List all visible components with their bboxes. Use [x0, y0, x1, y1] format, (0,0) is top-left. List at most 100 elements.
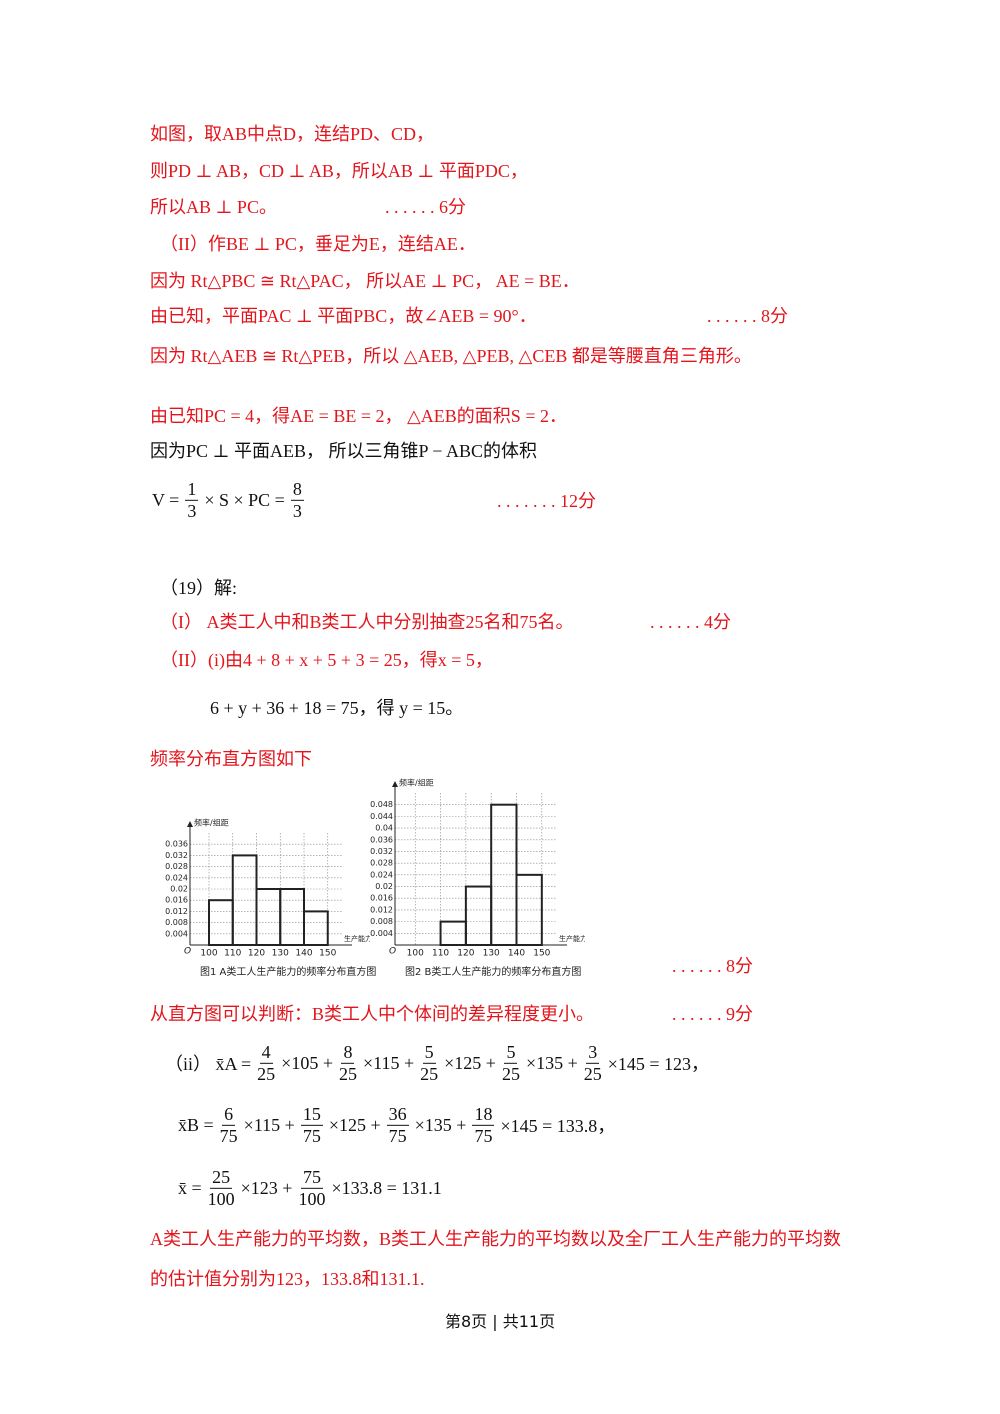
fraction: 4 25 — [257, 1042, 275, 1084]
y-tick-label: 0.008 — [370, 917, 393, 926]
fraction: 18 75 — [472, 1103, 495, 1146]
histogram: 0.004 0.008 0.012 0.016 0.02 0.024 0.028 0.032 0… — [370, 778, 585, 959]
y-tick-label: 0.032 — [370, 847, 393, 856]
x-tick-label: 130 — [272, 949, 289, 959]
denominator: 25 — [338, 1063, 357, 1084]
numerator: 15 — [300, 1103, 323, 1126]
x-tick-label: 130 — [483, 949, 500, 959]
fraction: 6 75 — [220, 1104, 238, 1146]
denominator: 100 — [298, 1188, 326, 1209]
text-line: 因为 Rt△AEB ≅ Rt△PEB，所以 △AEB, △PEB, △CEB 都… — [150, 346, 752, 366]
y-tick-label: 0.024 — [370, 870, 393, 879]
numerator: 6 — [222, 1103, 236, 1126]
denominator: 75 — [388, 1125, 407, 1146]
score: . . . . . . 8分 — [672, 956, 753, 976]
denominator: 25 — [257, 1063, 276, 1084]
x-tick-label: 140 — [295, 949, 312, 959]
fraction: 15 75 — [300, 1103, 323, 1146]
y-tick-label: 0.024 — [165, 873, 188, 882]
numerator: 36 — [386, 1103, 409, 1126]
numerator: 5 — [422, 1041, 436, 1064]
text-line: （II）作BE ⊥ PC，垂足为E，连结AE． — [160, 234, 476, 254]
numerator: 18 — [472, 1103, 495, 1126]
x-tick-label: 150 — [319, 949, 336, 959]
score: . . . . . . . 12分 — [497, 491, 596, 511]
formula-text: ×145 = 123， — [607, 1054, 710, 1074]
x-axis-label: 生产能力 — [344, 934, 370, 943]
denominator: 75 — [219, 1125, 238, 1146]
denominator: 3 — [292, 500, 302, 521]
y-axis-label: 频率/组距 — [399, 778, 434, 788]
x-tick-label: 100 — [407, 949, 424, 959]
origin-label: O — [184, 947, 191, 957]
x-tick-label: 150 — [533, 949, 550, 959]
formula-text: ×115 + — [243, 1114, 295, 1135]
formula-text: ×135 + — [525, 1052, 578, 1073]
formula-text: ×135 + — [414, 1114, 467, 1135]
fraction: 3 25 — [584, 1042, 602, 1084]
numerator: 75 — [300, 1166, 323, 1189]
x-tick-label: 110 — [224, 949, 241, 959]
formula-text: x̄ = — [178, 1177, 202, 1198]
fraction: 36 75 — [386, 1103, 409, 1146]
bar — [279, 888, 305, 946]
text-line: （I） A类工人中和B类工人中分别抽查25名和75名。 — [160, 612, 574, 632]
numerator: 3 — [586, 1041, 600, 1064]
origin-label: O — [389, 947, 396, 957]
y-axis-label: 频率/组距 — [194, 818, 229, 828]
text-line: V = 1 3 × S × PC = 8 3 — [152, 479, 306, 521]
page-footer: 第8页 | 共11页 — [445, 1312, 556, 1331]
text-line: 由已知，平面PAC ⊥ 平面PBC，故∠AEB = 90°． — [150, 306, 537, 326]
axis-arrow — [187, 821, 193, 827]
figure-caption: 图2 B类工人生产能力的频率分布直方图 — [405, 967, 582, 978]
bar — [464, 885, 493, 946]
fraction: 75 100 — [298, 1167, 325, 1209]
histogram: 0.004 0.008 0.012 0.016 0.02 0.024 0.028 0.032 0… — [165, 818, 370, 959]
fraction: 8 25 — [339, 1042, 357, 1084]
numerator: 4 — [259, 1041, 273, 1064]
x-tick-label: 120 — [248, 949, 265, 959]
text-line: （II）(i)由4 + 8 + x + 5 + 3 = 25，得x = 5， — [160, 650, 493, 670]
text-line: 频率分布直方图如下 — [150, 749, 312, 769]
text-line: A类工人生产能力的平均数，B类工人生产能力的平均数以及全厂工人生产能力的平均数 — [150, 1229, 842, 1249]
text-line: 6 + y + 36 + 18 = 75，得 y = 15。 — [210, 698, 464, 718]
numerator: 5 — [504, 1041, 518, 1064]
fraction: 5 25 — [502, 1042, 520, 1084]
y-tick-label: 0.012 — [370, 905, 393, 914]
y-tick-label: 0.016 — [370, 894, 393, 903]
axis-arrow — [392, 781, 398, 787]
x-tick-label: 140 — [508, 949, 525, 959]
fraction: 5 25 — [420, 1042, 438, 1084]
x-tick-label: 120 — [457, 949, 474, 959]
formula-text: x̄B = — [178, 1114, 214, 1135]
y-tick-label: 0.036 — [165, 840, 188, 849]
formula-text: ×123 + — [240, 1177, 293, 1198]
y-tick-label: 0.04 — [375, 824, 393, 833]
figure-caption: 图1 A类工人生产能力的频率分布直方图 — [200, 967, 377, 978]
text-line: 的估计值分别为123，133.8和131.1. — [150, 1269, 425, 1289]
numerator: 25 — [210, 1166, 233, 1189]
y-tick-label: 0.032 — [165, 851, 188, 860]
formula-text: V = — [152, 489, 180, 510]
y-tick-label: 0.012 — [165, 907, 188, 916]
score: . . . . . . 9分 — [672, 1004, 753, 1024]
text-line: 因为PC ⊥ 平面AEB， 所以三角锥P − ABC的体积 — [150, 441, 537, 461]
denominator: 25 — [420, 1063, 439, 1084]
denominator: 25 — [501, 1063, 520, 1084]
text-line: x̄B = 6 75 ×115 +15 75 ×125 +36 75 ×135 +18 75 ×1… — [178, 1104, 615, 1146]
numerator: 1 — [185, 478, 199, 501]
text-line: 因为 Rt△PBC ≅ Rt△PAC， 所以AE ⊥ PC， AE = BE． — [150, 271, 580, 291]
y-tick-label: 0.004 — [370, 929, 393, 938]
text-line: 从直方图可以判断：B类工人中个体间的差异程度更小。 — [150, 1004, 595, 1024]
x-tick-label: 100 — [200, 949, 217, 959]
formula-text: ×125 + — [328, 1114, 381, 1135]
x-axis-label: 生产能力 — [559, 934, 585, 943]
denominator: 25 — [583, 1063, 602, 1084]
y-tick-label: 0.004 — [165, 929, 188, 938]
y-tick-label: 0.044 — [370, 812, 393, 821]
formula-text: ×145 = 133.8， — [500, 1116, 616, 1136]
formula-text: ×105 + — [281, 1052, 333, 1073]
